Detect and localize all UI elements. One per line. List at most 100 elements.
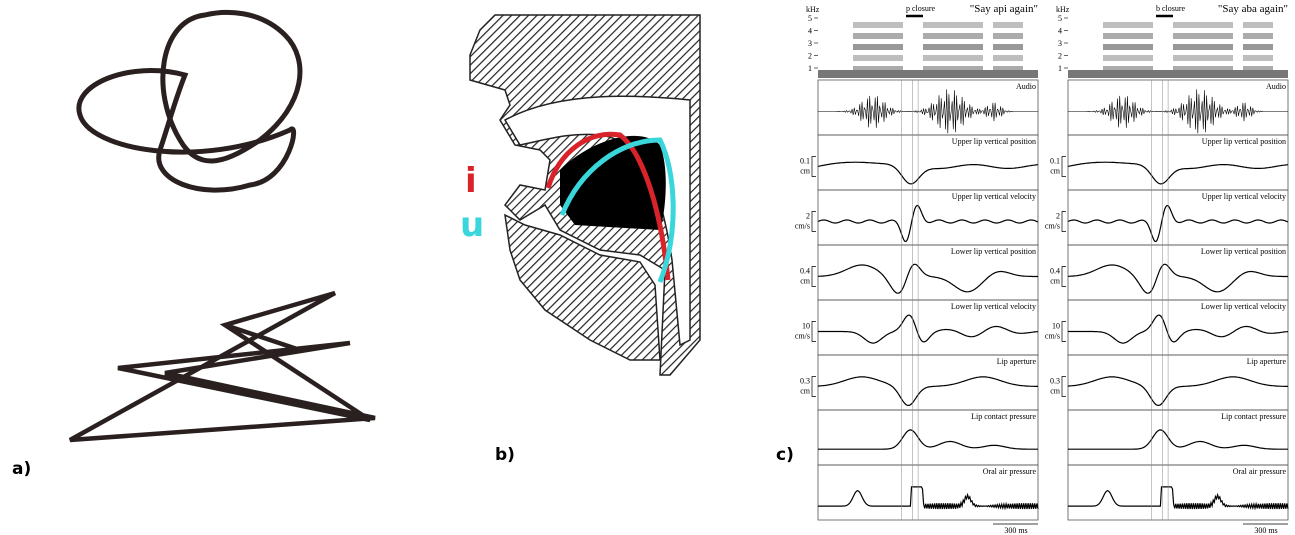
scale-unit: cm/s (795, 332, 810, 341)
panel-label: a) (12, 459, 31, 479)
freq-tick-label: 3 (1058, 39, 1062, 48)
spectrogram-band (1173, 33, 1233, 39)
freq-unit: kHz (1056, 5, 1070, 14)
spectrogram-band (1103, 55, 1153, 61)
freq-tick-label: 4 (808, 27, 812, 36)
signal-trace (1068, 486, 1289, 511)
spectrogram-band (1103, 22, 1153, 28)
freq-tick-label: 1 (808, 64, 812, 73)
vowel-label: u (460, 205, 484, 245)
spectrogram-band (1243, 22, 1273, 28)
track-name: Lower lip vertical position (951, 247, 1036, 256)
scale-value: 10 (1052, 322, 1060, 331)
scale-unit: cm (800, 277, 811, 286)
jaw (504, 213, 661, 361)
scale-value: 0.1 (1050, 157, 1060, 166)
track-frame (817, 79, 1039, 136)
spectrogram-band (853, 44, 903, 50)
track-frame (1067, 464, 1289, 521)
scale-value: 0.3 (800, 377, 810, 386)
signal-trace (817, 161, 1039, 185)
scale-bracket (1061, 266, 1066, 287)
spectrogram-band (923, 33, 983, 39)
spectrogram-band (923, 55, 983, 61)
track-name: Audio (1266, 82, 1286, 91)
spectrogram-band (993, 33, 1023, 39)
signal-trace (1067, 204, 1289, 243)
tongue-u-contour (559, 137, 676, 283)
panel-b: i u b) (460, 14, 701, 465)
panel-label: c) (776, 445, 794, 465)
spectrogram-band (1173, 66, 1233, 72)
scale-unit: cm (1050, 277, 1061, 286)
knot-drawing (76, 9, 303, 193)
signal-trace (817, 376, 1038, 407)
scale-bracket (1061, 156, 1066, 177)
scale-value: 2 (1056, 212, 1060, 221)
freq-tick-label: 2 (1058, 52, 1062, 61)
track-frame (817, 464, 1039, 521)
scale-bracket (811, 211, 816, 232)
scale-unit: cm (1050, 387, 1061, 396)
scale-unit: cm (800, 167, 811, 176)
scale-bracket (811, 156, 816, 177)
spectrogram-band (1173, 44, 1233, 50)
scale-unit: cm/s (1045, 332, 1060, 341)
track-name: Lower lip vertical position (1201, 247, 1286, 256)
scale-bracket (1061, 321, 1066, 342)
freq-tick-label: 5 (1058, 14, 1062, 23)
signal-trace (1067, 161, 1289, 185)
track-name: Lower lip vertical velocity (951, 302, 1036, 311)
spectrogram-band (1173, 55, 1233, 61)
spectrogram-band (1243, 33, 1273, 39)
scale-bracket (1061, 376, 1066, 397)
freq-tick-label: 2 (808, 52, 812, 61)
scale-unit: cm/s (1045, 222, 1060, 231)
panel-label: b) (495, 445, 515, 465)
spectrogram-band (853, 33, 903, 39)
scale-value: 2 (806, 212, 810, 221)
scale-bracket (811, 321, 816, 342)
spectrogram-band (993, 55, 1023, 61)
track-name: Upper lip vertical position (952, 137, 1036, 146)
signal-trace (1068, 263, 1288, 294)
spectrogram-band (923, 22, 983, 28)
track-name: Upper lip vertical velocity (1202, 192, 1286, 201)
closure-label: p closure (906, 4, 936, 13)
spectrogram-band (1243, 44, 1273, 50)
spectrogram-floor (1068, 70, 1288, 78)
spectrogram-band (1173, 22, 1233, 28)
scale-value: 0.3 (1050, 377, 1060, 386)
track-name: Oral air pressure (1233, 467, 1287, 476)
scale-value: 10 (802, 322, 810, 331)
freq-tick-label: 5 (808, 14, 812, 23)
scale-value: 0.4 (1050, 267, 1060, 276)
track-name: Lip contact pressure (1221, 412, 1286, 421)
spectrogram-floor (818, 70, 1038, 78)
track-name: Lip aperture (997, 357, 1037, 366)
scale-unit: cm (1050, 167, 1061, 176)
spectrogram-band (993, 66, 1023, 72)
spectrogram-band (1103, 33, 1153, 39)
track-name: Audio (1016, 82, 1036, 91)
track-name: Oral air pressure (983, 467, 1037, 476)
time-scale: 300 ms (1254, 526, 1277, 535)
spectrogram-band (853, 66, 903, 72)
scale-value: 0.4 (800, 267, 810, 276)
spectrogram-band (993, 44, 1023, 50)
scale-value: 0.1 (800, 157, 810, 166)
signal-trace (818, 89, 1038, 134)
spectrogram-band (993, 22, 1023, 28)
track-name: Lip aperture (1247, 357, 1287, 366)
scale-unit: cm (800, 387, 811, 396)
signal-trace (818, 314, 1039, 344)
signal-trace (1068, 429, 1288, 450)
scale-bracket (811, 266, 816, 287)
spectrogram-band (853, 22, 903, 28)
spectrogram-band (1103, 44, 1153, 50)
signal-trace (818, 486, 1039, 511)
signal-trace (1068, 314, 1289, 344)
tongue-i-contour (545, 131, 671, 281)
